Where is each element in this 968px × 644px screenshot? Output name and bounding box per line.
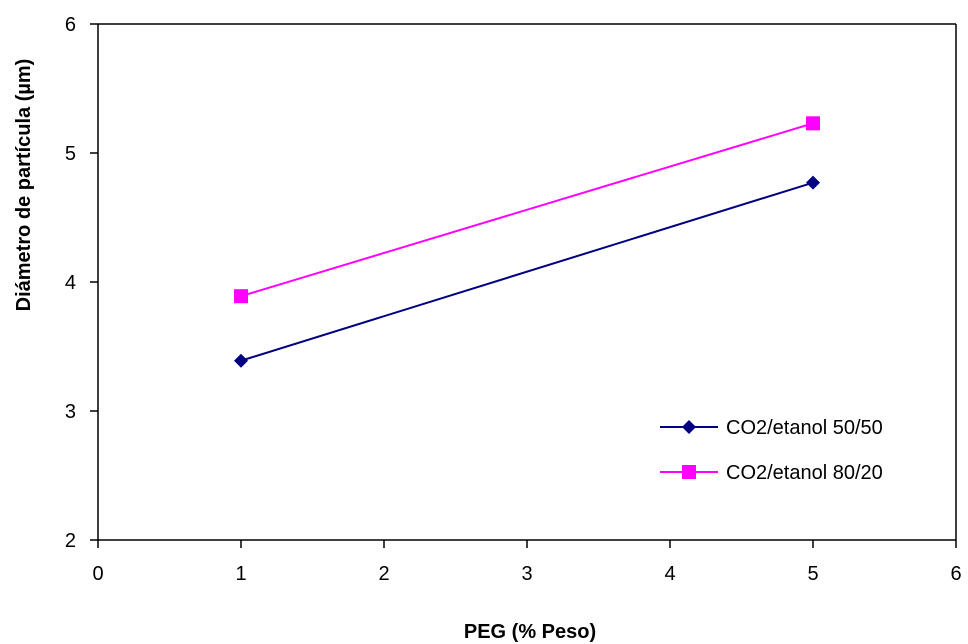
series-line xyxy=(240,122,814,298)
legend-marker xyxy=(682,465,696,479)
y-tick-label: 4 xyxy=(65,272,76,294)
y-axis-title: Diámetro de partícula (µm) xyxy=(13,59,35,312)
x-tick-label: 3 xyxy=(521,563,532,585)
legend-label: CO2/etanol 80/20 xyxy=(726,462,883,484)
data-point xyxy=(234,289,248,304)
data-point xyxy=(806,116,820,131)
legend: CO2/etanol 50/50 CO2/etanol 80/20 xyxy=(660,417,883,484)
data-point xyxy=(806,175,820,190)
x-axis-ticks: 0 1 2 3 4 5 6 xyxy=(92,540,962,585)
series-2 xyxy=(234,116,820,304)
x-tick-label: 0 xyxy=(92,563,103,585)
y-tick-label: 6 xyxy=(65,14,76,36)
x-tick-label: 4 xyxy=(664,563,675,585)
legend-marker xyxy=(682,420,696,434)
legend-label: CO2/etanol 50/50 xyxy=(726,417,883,439)
data-point xyxy=(234,353,248,368)
y-tick-label: 2 xyxy=(65,530,76,552)
series-1 xyxy=(234,175,820,368)
y-tick-label: 3 xyxy=(65,401,76,423)
legend-entry: CO2/etanol 80/20 xyxy=(660,462,883,484)
x-tick-label: 6 xyxy=(950,563,961,585)
series-line xyxy=(240,181,814,362)
x-tick-label: 2 xyxy=(378,563,389,585)
y-tick-label: 5 xyxy=(65,143,76,165)
x-tick-label: 5 xyxy=(807,563,818,585)
y-axis-ticks: 2 3 4 5 6 xyxy=(65,14,98,552)
legend-entry: CO2/etanol 50/50 xyxy=(660,417,883,439)
series-layer xyxy=(234,116,820,368)
x-tick-label: 1 xyxy=(235,563,246,585)
x-axis-title: PEG (% Peso) xyxy=(464,621,596,643)
